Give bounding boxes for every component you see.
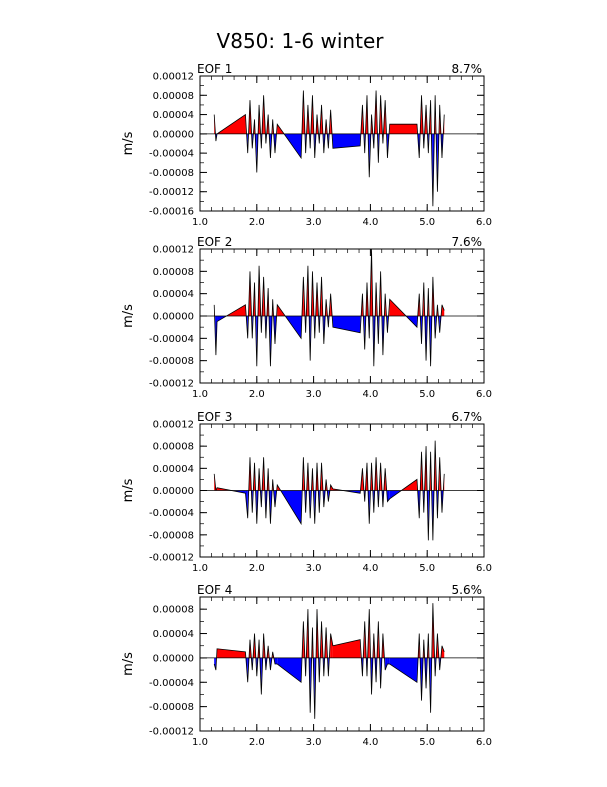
x-tick-label: 5.0 (419, 563, 435, 574)
x-tick-label: 3.0 (306, 563, 322, 574)
x-tick-label: 6.0 (476, 737, 492, 748)
y-tick-label: 0.00004 (153, 629, 194, 640)
y-tick-label: 0.00004 (153, 289, 194, 300)
negative-area (332, 133, 361, 149)
positive-area (441, 304, 445, 316)
x-tick-label: 4.0 (362, 563, 378, 574)
y-axis-label: m/s (121, 478, 136, 502)
series-line (213, 603, 445, 719)
negative-area (385, 657, 388, 671)
x-tick-label: 1.0 (192, 389, 208, 400)
positive-area (330, 633, 333, 658)
x-tick-label: 3.0 (306, 737, 322, 748)
x-tick-label: 2.0 (249, 217, 265, 228)
positive-area (441, 645, 445, 658)
x-tick-label: 4.0 (362, 389, 378, 400)
y-tick-label: 0.00000 (153, 129, 194, 140)
eof-panel-3: 0.00012 0.00008 0.00004 0.00000 -0.00004 -0.0… (121, 410, 492, 574)
y-tick-label: 0.00008 (153, 267, 194, 278)
x-tick-label: 6.0 (476, 563, 492, 574)
y-tick-label: 0.00000 (153, 653, 194, 664)
panel-label: EOF 1 (197, 62, 232, 76)
y-tick-label: 0.00008 (153, 442, 194, 453)
x-tick-label: 6.0 (476, 217, 492, 228)
y-tick-label: -0.00012 (149, 727, 194, 738)
y-tick-label: -0.00004 (149, 508, 194, 519)
panel-label: EOF 3 (197, 410, 232, 424)
y-tick-label: -0.00004 (149, 149, 194, 160)
y-tick-label: 0.00012 (153, 72, 194, 83)
y-tick-label: 0.00004 (153, 464, 194, 475)
positive-area (389, 124, 417, 134)
eof-panel-4: 0.00008 0.00004 0.00000 -0.00004 -0.00008 -0.… (121, 583, 492, 748)
y-tick-label: -0.00016 (149, 207, 194, 218)
y-tick-label: 0.00008 (153, 605, 194, 616)
x-tick-label: 2.0 (249, 389, 265, 400)
panels: 0.00012 0.00008 0.00004 0.00000 -0.00004 -0.0… (121, 62, 492, 748)
y-tick-label: -0.00008 (149, 168, 194, 179)
y-tick-label: -0.00004 (149, 678, 194, 689)
y-tick-label: 0.00012 (153, 245, 194, 256)
x-tick-label: 2.0 (249, 737, 265, 748)
panel-percent: 8.7% (452, 62, 483, 76)
panel-percent: 5.6% (452, 583, 483, 597)
y-tick-label: -0.00004 (149, 334, 194, 345)
panel-label: EOF 4 (197, 583, 232, 597)
plot-frame (199, 596, 485, 732)
y-tick-label: 0.00004 (153, 110, 194, 121)
y-tick-label: -0.00012 (149, 379, 194, 390)
x-tick-label: 1.0 (192, 737, 208, 748)
figure-title: V850: 1-6 winter (217, 29, 385, 53)
x-tick-label: 5.0 (419, 217, 435, 228)
eof-panel-2: 0.00012 0.00008 0.00004 0.00000 -0.00004 -0.0… (121, 235, 492, 400)
y-tick-label: 0.00000 (153, 312, 194, 323)
y-tick-label: -0.00012 (149, 187, 194, 198)
panel-label: EOF 2 (197, 235, 232, 249)
negative-area (389, 657, 417, 683)
series-line (213, 90, 445, 207)
x-tick-label: 1.0 (192, 563, 208, 574)
negative-area (274, 657, 278, 664)
x-tick-label: 5.0 (419, 389, 435, 400)
y-tick-label: -0.00008 (149, 702, 194, 713)
positive-area (217, 648, 246, 658)
eof-panel-1: 0.00012 0.00008 0.00004 0.00000 -0.00004 -0.0… (121, 62, 492, 228)
panel-percent: 6.7% (452, 410, 483, 424)
x-tick-label: 6.0 (476, 389, 492, 400)
negative-area (387, 490, 390, 502)
y-tick-label: -0.00012 (149, 553, 194, 564)
negative-area (387, 657, 390, 664)
y-tick-label: 0.00000 (153, 486, 194, 497)
x-tick-label: 1.0 (192, 217, 208, 228)
x-tick-label: 3.0 (306, 217, 322, 228)
negative-area (277, 657, 302, 683)
y-tick-label: -0.00008 (149, 530, 194, 541)
x-tick-label: 4.0 (362, 737, 378, 748)
x-tick-label: 3.0 (306, 389, 322, 400)
y-tick-label: 0.00012 (153, 420, 194, 431)
y-axis-label: m/s (121, 304, 136, 328)
x-tick-label: 5.0 (419, 737, 435, 748)
y-tick-label: 0.00008 (153, 91, 194, 102)
x-tick-label: 4.0 (362, 217, 378, 228)
y-tick-label: -0.00008 (149, 356, 194, 367)
y-axis-label: m/s (121, 131, 136, 155)
y-axis-label: m/s (121, 652, 136, 676)
x-tick-label: 2.0 (249, 563, 265, 574)
panel-percent: 7.6% (452, 235, 483, 249)
negative-area (214, 657, 216, 671)
series-line (213, 248, 445, 367)
